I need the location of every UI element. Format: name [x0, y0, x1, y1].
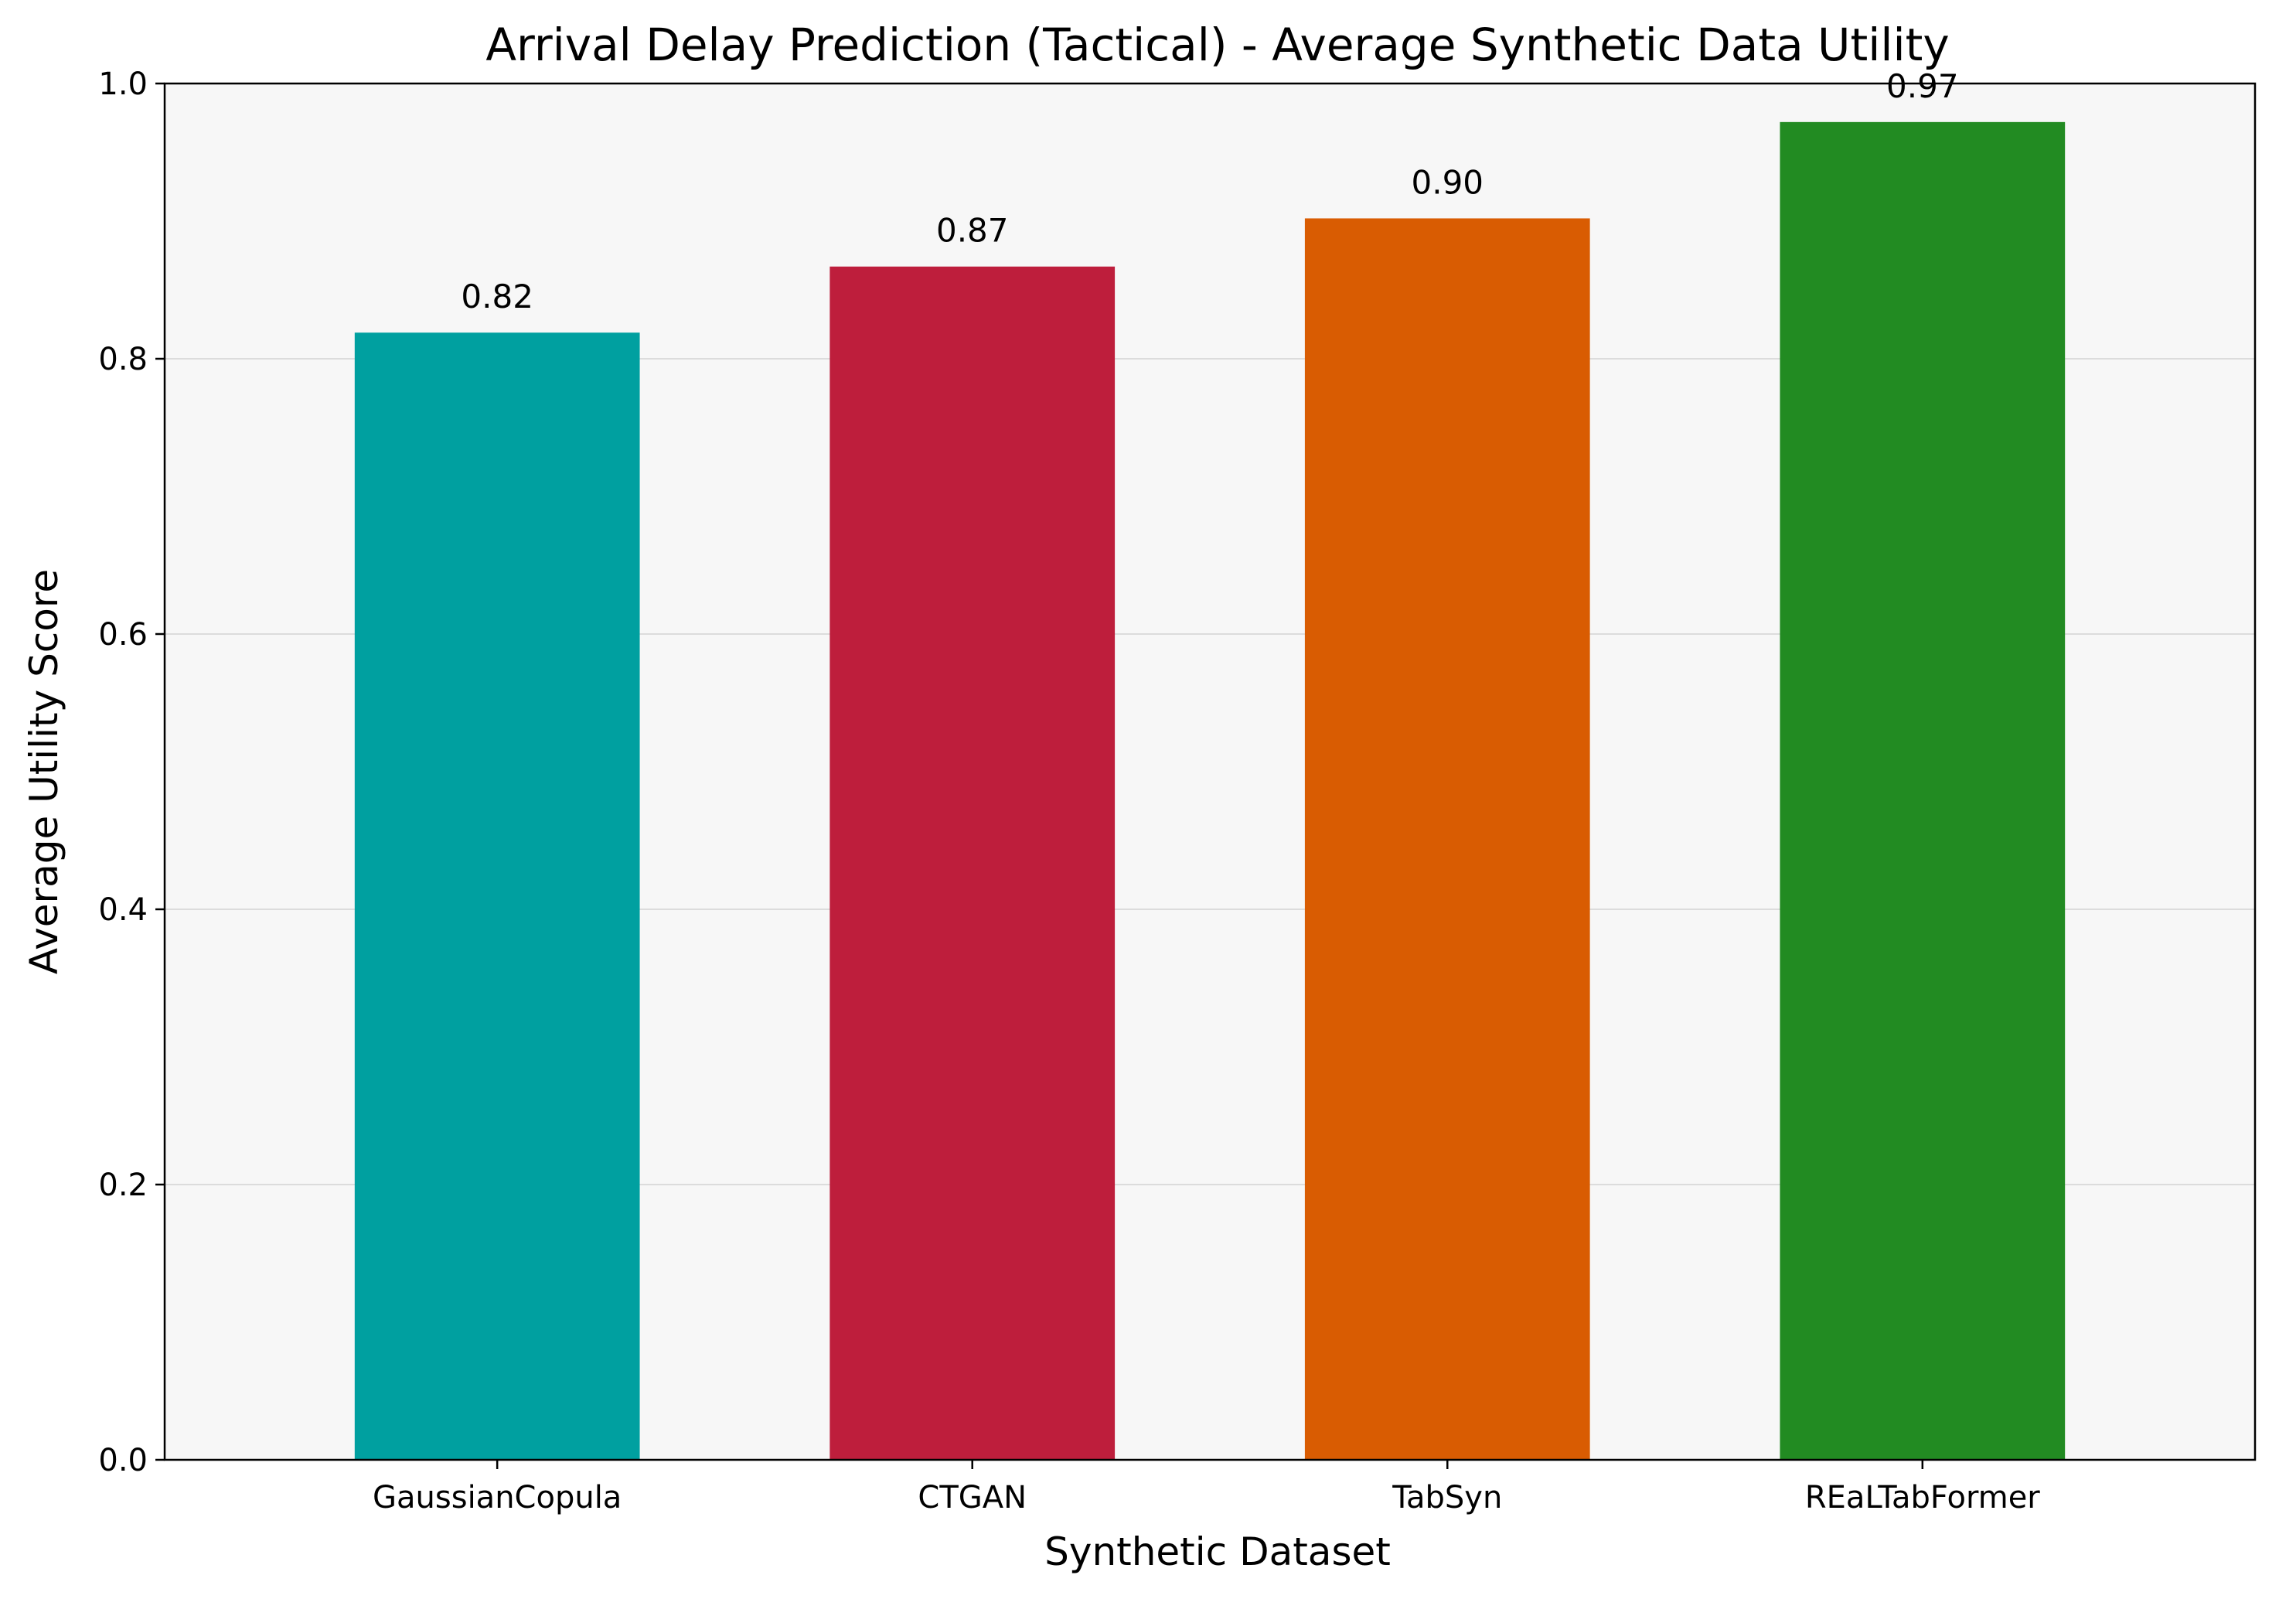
plot-frame	[163, 82, 2257, 1461]
bar-tabsyn	[1304, 218, 1590, 1461]
x-tick-label: GaussianCopula	[373, 1480, 622, 1515]
value-label: 0.90	[1412, 163, 1484, 201]
bar-realtabformer	[1780, 121, 2066, 1461]
y-tick-label: 0.4	[98, 892, 148, 928]
x-axis-ticks: GaussianCopula CTGAN TabSyn REaLTabFormer	[373, 1460, 2040, 1515]
y-tick-label: 0.2	[98, 1168, 148, 1203]
value-label: 0.87	[936, 212, 1009, 250]
bar-gaussiancopula	[354, 332, 640, 1461]
y-tick-label: 1.0	[98, 66, 148, 102]
y-tick-label: 0.0	[98, 1443, 148, 1478]
x-axis-label: Synthetic Dataset	[1044, 1529, 1391, 1574]
value-labels: 0.82 0.87 0.90 0.97	[461, 67, 1958, 315]
value-label: 0.82	[461, 278, 533, 315]
x-tick-label: CTGAN	[918, 1480, 1027, 1515]
chart-title: Arrival Delay Prediction (Tactical) - Av…	[485, 19, 1949, 71]
bar-ctgan	[829, 266, 1116, 1460]
y-axis-label: Average Utility Score	[22, 569, 66, 974]
y-tick-label: 0.6	[98, 617, 148, 653]
x-tick-label: REaLTabFormer	[1805, 1480, 2040, 1515]
y-axis-ticks: 0.0 0.2 0.4 0.6 0.8 1.0	[98, 66, 165, 1478]
x-tick-label: TabSyn	[1392, 1480, 1502, 1515]
value-label: 0.97	[1886, 67, 1959, 105]
bars	[354, 121, 2066, 1461]
y-tick-label: 0.8	[98, 342, 148, 377]
